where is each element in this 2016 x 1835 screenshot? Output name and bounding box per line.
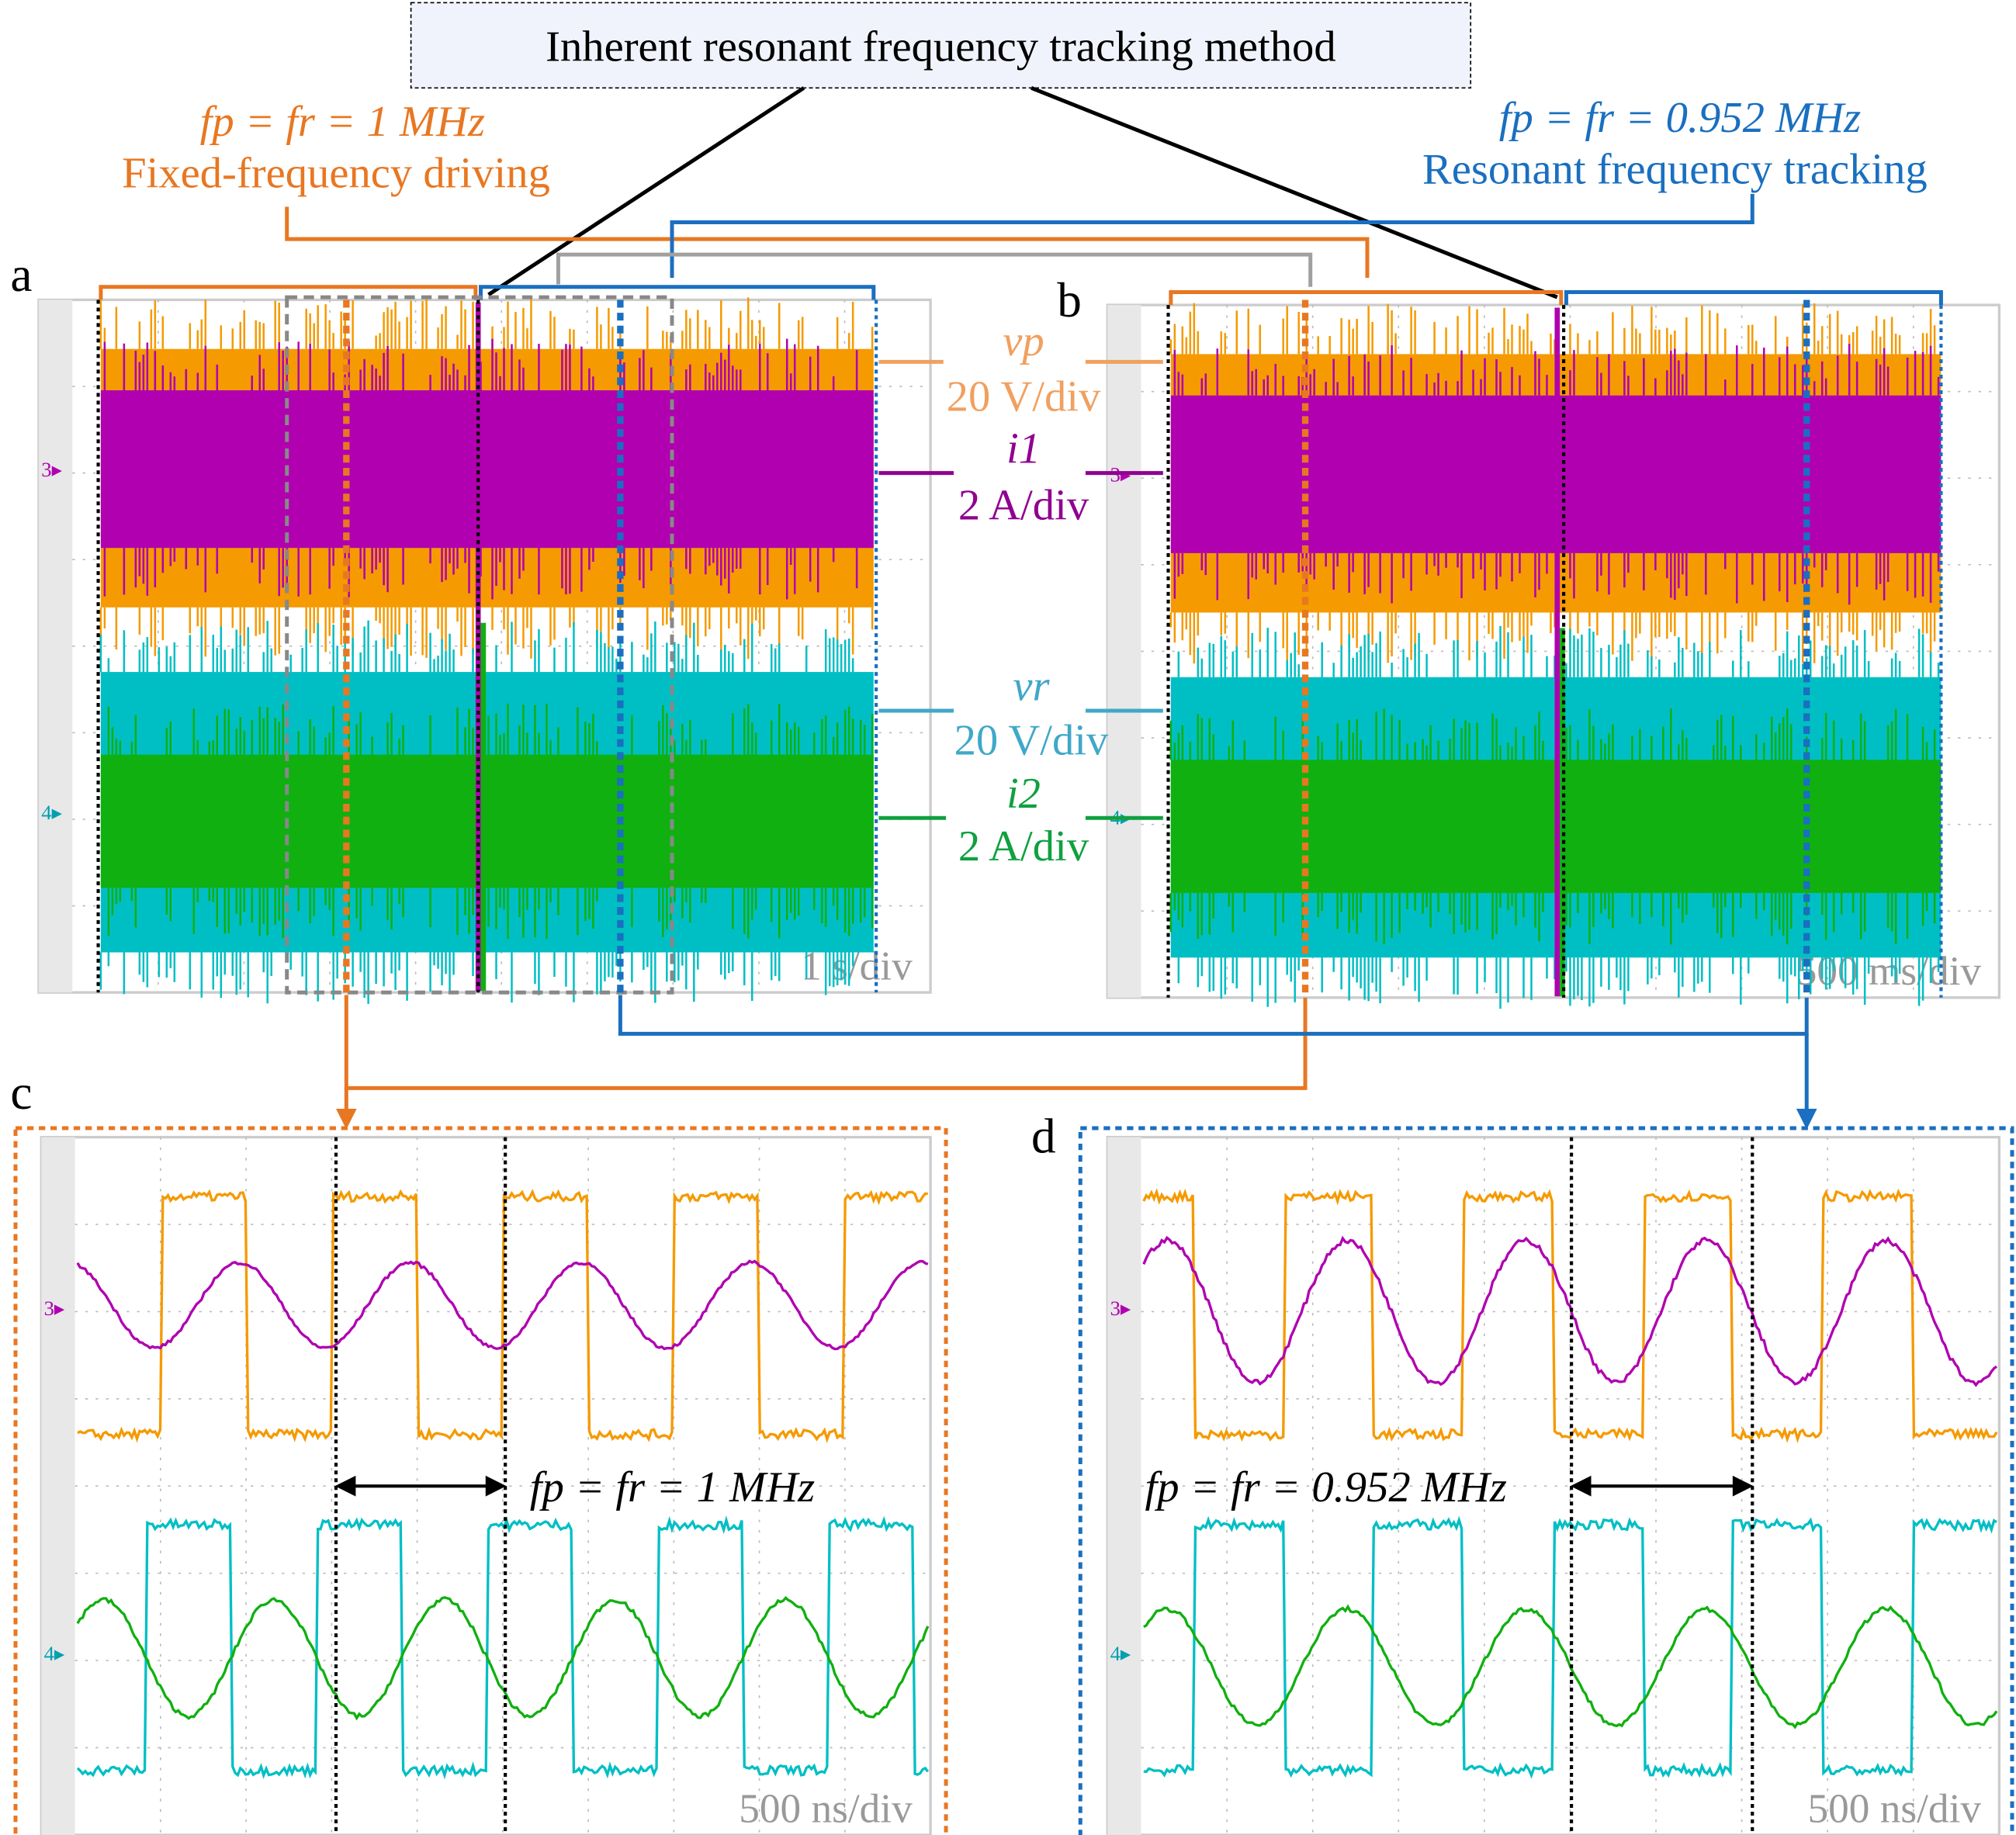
fixed-label: Fixed-frequency driving: [122, 150, 550, 198]
scope-panel-d: 500 ns/div 3▸ 4▸: [1106, 1135, 2001, 1835]
scope-panel-c-timebase: 500 ns/div: [739, 1785, 913, 1831]
arrow-to-b: [1031, 86, 1558, 299]
zoom-frame-d: [1078, 1126, 2014, 1835]
channel-legend: vp 20 V/div i1 2 A/div vr 20 V/div i2 2 …: [947, 317, 1109, 871]
zoom-frame-c: [13, 1126, 948, 1835]
vp-name: vp: [1003, 317, 1044, 365]
i1-scale: 2 A/div: [958, 482, 1089, 530]
trace-vr: [76, 1515, 930, 1780]
i1-name: i1: [1006, 424, 1041, 473]
ch4-marker: 4▸: [41, 801, 62, 824]
trace-vp: [77, 1189, 928, 1444]
fixed-equation: fp = fr = 1 MHz: [200, 98, 485, 146]
panel-label-a: a: [10, 248, 32, 302]
arrow-to-a: [487, 86, 805, 296]
annotation-c: fp = fr = 1 MHz: [530, 1463, 815, 1511]
ch3-marker: 3▸: [41, 458, 62, 481]
period-arrow-c: [334, 1475, 507, 1497]
trace-i2: [76, 1595, 930, 1721]
panel-label-b: b: [1057, 273, 1082, 327]
connectors: [99, 193, 1943, 1114]
scope-panel-d-timebase: 500 ns/div: [1808, 1785, 1982, 1831]
trace-vp: [1142, 1188, 1998, 1444]
annotation-d: fp = fr = 0.952 MHz: [1145, 1463, 1507, 1511]
trace-i1: [76, 1259, 929, 1351]
panel-label-c: c: [10, 1065, 32, 1120]
vr-name: vr: [1013, 663, 1050, 711]
trace-band-i1: [100, 390, 874, 549]
period-arrow-d: [1570, 1475, 1754, 1497]
vp-scale: 20 V/div: [947, 373, 1101, 421]
tracking-equation: fp = fr = 0.952 MHz: [1499, 94, 1861, 142]
tracking-label: Resonant frequency tracking: [1422, 146, 1928, 194]
ch4-marker: 4▸: [1110, 1642, 1131, 1665]
trace-vr: [1143, 1515, 1997, 1779]
title-box: [410, 2, 1472, 89]
i2-scale: 2 A/div: [958, 822, 1089, 871]
ch3-marker: 3▸: [44, 1297, 65, 1320]
vr-scale: 20 V/div: [954, 717, 1109, 765]
trace-band-i2: [100, 754, 874, 888]
panel-label-d: d: [1031, 1110, 1056, 1164]
ch4-marker: 4▸: [44, 1642, 65, 1665]
ch3-marker: 3▸: [1110, 1297, 1131, 1320]
title: Inherent resonant frequency tracking met…: [546, 23, 1336, 71]
legend-arrows: [878, 359, 1163, 820]
i2-name: i2: [1006, 770, 1041, 818]
trace-i1: [1142, 1235, 1997, 1387]
